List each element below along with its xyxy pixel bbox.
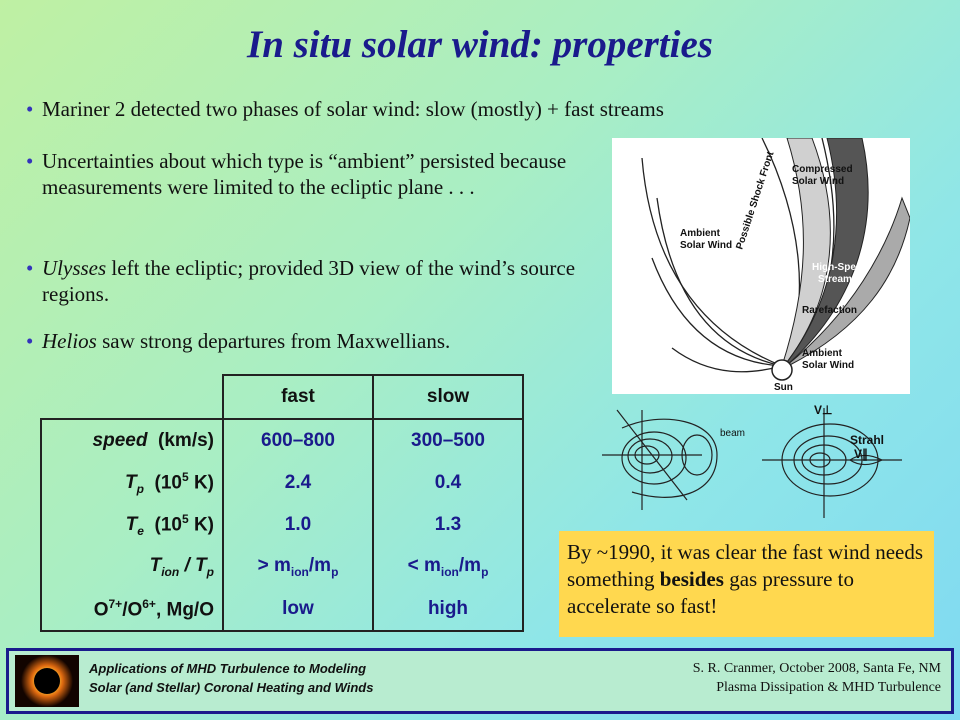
bullet-dot-icon: • bbox=[26, 149, 34, 173]
cell-tp-slow: 0.4 bbox=[372, 462, 524, 504]
bullet-dot-icon: • bbox=[26, 97, 34, 121]
table-row: O7+/O6+, Mg/O low high bbox=[40, 588, 524, 632]
bullet-uncertainties: • Uncertainties about which type is “amb… bbox=[26, 148, 582, 200]
footer-author-info: S. R. Cranmer, October 2008, Santa Fe, N… bbox=[693, 659, 941, 697]
conclusion-callout: By ~1990, it was clear the fast wind nee… bbox=[559, 531, 934, 637]
callout-text-1: By ~1990, it was clear the fast wind nee… bbox=[567, 540, 924, 591]
slide-footer: Applications of MHD Turbulence to Modeli… bbox=[6, 648, 954, 714]
stream-interaction-diagram: Compressed Solar Wind Possible Shock Fro… bbox=[612, 137, 911, 394]
footer-right-line2: Plasma Dissipation & MHD Turbulence bbox=[716, 680, 941, 695]
label-ambient-bottom-2: Solar Wind bbox=[802, 360, 854, 371]
cell-tp-fast: 2.4 bbox=[222, 462, 373, 504]
row-label-te: Te (105 K) bbox=[40, 504, 223, 546]
label-rarefaction: Rarefaction bbox=[802, 305, 857, 316]
footer-course-title: Applications of MHD Turbulence to Modeli… bbox=[89, 659, 373, 697]
row-label-oxygen: O7+/O6+, Mg/O bbox=[40, 588, 223, 632]
cell-speed-fast: 600–800 bbox=[222, 419, 373, 462]
footer-right-line1: S. R. Cranmer, October 2008, Santa Fe, N… bbox=[692, 661, 941, 676]
bullet-text: Uncertainties about which type is “ambie… bbox=[42, 149, 567, 199]
fast-slow-properties-table: fast slow speed (km/s) 600–800 300–500 T… bbox=[40, 374, 524, 632]
header-fast: fast bbox=[222, 374, 373, 420]
label-compressed-1: Compressed bbox=[792, 164, 853, 175]
label-shock-front: Possible Shock Front bbox=[734, 150, 776, 251]
table-header-row: fast slow bbox=[41, 374, 524, 420]
footer-left-line1: Applications of MHD Turbulence to Modeli… bbox=[89, 661, 367, 676]
sun-image-icon bbox=[15, 655, 79, 707]
cell-te-slow: 1.3 bbox=[372, 504, 524, 546]
table-row: Tion / Tp > mion/mp < mion/mp bbox=[40, 546, 524, 588]
callout-text-2: gas pressure to accelerate so fast! bbox=[567, 567, 854, 618]
bullet-text: saw strong departures from Maxwellians. bbox=[96, 329, 451, 353]
label-highspeed-2: Stream bbox=[818, 274, 852, 285]
vdf-sketches: beam V⊥ Strahl V∥ bbox=[592, 400, 912, 520]
row-label-speed: speed (km/s) bbox=[40, 419, 223, 462]
bullet-dot-icon: • bbox=[26, 256, 34, 280]
ulysses-name: Ulysses bbox=[42, 256, 107, 280]
cell-te-fast: 1.0 bbox=[222, 504, 373, 546]
label-sun: Sun bbox=[774, 382, 793, 393]
label-highspeed-1: High-Speed bbox=[812, 262, 868, 273]
callout-emphasis: besides bbox=[659, 567, 724, 591]
bullet-text: left the ecliptic; provided 3D view of t… bbox=[42, 256, 576, 306]
label-ambient-top-2: Solar Wind bbox=[680, 240, 732, 251]
bullet-mariner: • Mariner 2 detected two phases of solar… bbox=[26, 96, 902, 122]
bullet-dot-icon: • bbox=[26, 329, 34, 353]
label-ambient-top-1: Ambient bbox=[680, 228, 721, 239]
label-vpar: V∥ bbox=[854, 447, 868, 461]
row-label-tion: Tion / Tp bbox=[40, 546, 223, 588]
cell-tion-fast: > mion/mp bbox=[222, 546, 373, 588]
label-compressed-2: Solar Wind bbox=[792, 176, 844, 187]
header-slow: slow bbox=[372, 374, 524, 420]
label-beam: beam bbox=[720, 428, 745, 439]
bullet-ulysses: • Ulysses left the ecliptic; provided 3D… bbox=[26, 255, 582, 307]
cell-speed-slow: 300–500 bbox=[372, 419, 524, 462]
table-row: speed (km/s) 600–800 300–500 bbox=[40, 419, 524, 462]
cell-oxygen-slow: high bbox=[372, 588, 524, 632]
helios-name: Helios bbox=[42, 329, 97, 353]
row-label-tp: Tp (105 K) bbox=[40, 462, 223, 504]
bullet-text: Mariner 2 detected two phases of solar w… bbox=[42, 97, 664, 121]
slide-title: In situ solar wind: properties bbox=[247, 23, 713, 66]
label-strahl: Strahl bbox=[850, 433, 884, 447]
table-row: Tp (105 K) 2.4 0.4 bbox=[40, 462, 524, 504]
cell-tion-slow: < mion/mp bbox=[372, 546, 524, 588]
footer-left-line2: Solar (and Stellar) Coronal Heating and … bbox=[89, 680, 374, 695]
table-row: Te (105 K) 1.0 1.3 bbox=[40, 504, 524, 546]
label-ambient-bottom-1: Ambient bbox=[802, 348, 843, 359]
cell-oxygen-fast: low bbox=[222, 588, 373, 632]
label-vperp: V⊥ bbox=[814, 403, 832, 417]
bullet-helios: • Helios saw strong departures from Maxw… bbox=[26, 328, 582, 354]
